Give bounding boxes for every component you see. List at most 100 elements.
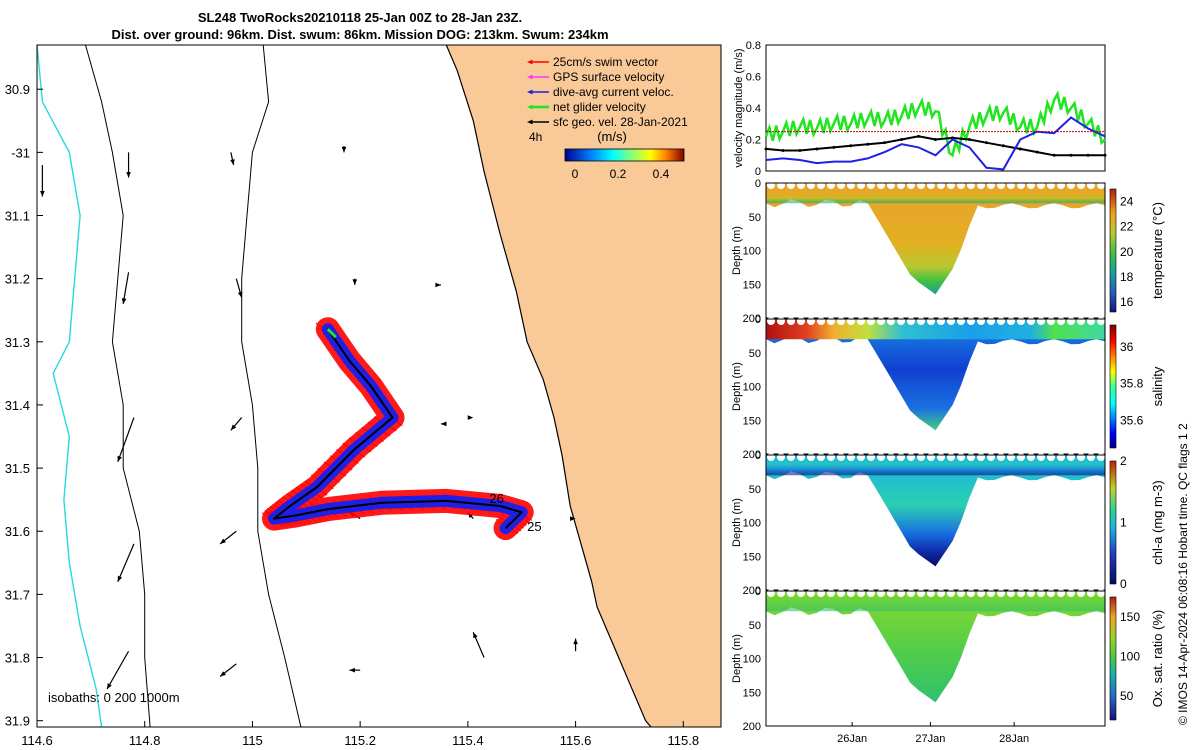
velocity-point	[832, 145, 836, 149]
scallop	[987, 317, 995, 325]
scallop	[907, 589, 915, 597]
scallop	[1087, 453, 1095, 461]
velocity-ytick-4: 0.8	[746, 40, 761, 52]
profile-field-3	[766, 591, 1105, 703]
scallop	[997, 453, 1005, 461]
scallop	[787, 181, 795, 189]
colorbar-tick-0-1: 18	[1120, 270, 1134, 284]
scallop	[867, 181, 875, 189]
scallop	[877, 589, 885, 597]
scallop	[1097, 317, 1105, 325]
scallop	[787, 317, 795, 325]
scallop	[807, 453, 815, 461]
velocity-point	[1086, 153, 1090, 157]
velocity-ytick-0: 0	[755, 166, 761, 178]
scallop	[837, 589, 845, 597]
scallop	[1067, 589, 1075, 597]
scallop	[867, 589, 875, 597]
scallop	[1057, 181, 1065, 189]
depth-tick-0-4: 200	[743, 313, 761, 325]
geo-vector-head-17	[570, 516, 576, 521]
depth-ylabel-2: Depth (m)	[731, 498, 743, 547]
scallop	[987, 453, 995, 461]
scallop	[917, 453, 925, 461]
chart-title-line1: SL248 TwoRocks20210118 25-Jan 00Z to 28-…	[197, 10, 523, 25]
scallop	[1077, 317, 1085, 325]
scallop	[1097, 589, 1105, 597]
scallop	[777, 181, 785, 189]
scallop	[977, 317, 985, 325]
legend-arrow-3	[527, 104, 533, 110]
scallop	[897, 317, 905, 325]
scallop	[1047, 317, 1055, 325]
colorbar-tick-2-2: 2	[1120, 454, 1127, 468]
scallop	[1057, 317, 1065, 325]
scallop	[1027, 181, 1035, 189]
scallop	[797, 317, 805, 325]
velocity-point	[967, 138, 971, 141]
scallop	[797, 453, 805, 461]
depth-tick-2-3: 150	[743, 551, 761, 563]
y-tick-label-3: 31.2	[5, 272, 30, 287]
y-tick-label-6: 31.5	[5, 461, 30, 476]
scallop	[837, 317, 845, 325]
scallop	[1027, 453, 1035, 461]
velocity-ytick-2: 0.4	[746, 103, 761, 115]
date-tick-label-2: 28Jan	[999, 733, 1029, 745]
scallop	[927, 181, 935, 189]
scallop	[1047, 453, 1055, 461]
scallop	[857, 317, 865, 325]
isobath-1000m	[85, 45, 151, 727]
glider-track	[273, 328, 523, 529]
geo-vector-head-6	[352, 279, 358, 285]
depth-tick-3-3: 150	[743, 687, 761, 699]
scallop	[817, 181, 825, 189]
y-tick-label-1: -31	[11, 145, 30, 160]
velocity-point	[1052, 153, 1056, 157]
y-tick-label-7: 31.6	[5, 524, 30, 539]
scallop	[1017, 589, 1025, 597]
scallop	[907, 317, 915, 325]
scallop	[907, 181, 915, 189]
geo-vector-head-0	[40, 191, 45, 197]
scallop	[897, 589, 905, 597]
scallop	[787, 453, 795, 461]
velocity-colorbar	[564, 148, 685, 162]
scallop	[857, 181, 865, 189]
geo-vector-head-10	[230, 424, 237, 431]
depth-tick-3-2: 100	[743, 654, 761, 666]
colorbar-tick-0-2: 20	[1120, 245, 1134, 259]
depth-tick-0-0: 0	[755, 178, 761, 190]
colorbar-tick-1-2: 36	[1120, 340, 1134, 354]
velocity-series-2	[765, 116, 1106, 171]
x-tick-label-3: 115.2	[344, 733, 376, 748]
coastline	[445, 45, 652, 727]
scallop	[777, 453, 785, 461]
velocity-point	[1035, 150, 1039, 154]
velocity-ylabel: velocity magnitude (m/s)	[733, 48, 745, 167]
colorbar-tick-2-0: 0	[1120, 577, 1127, 591]
velocity-point	[917, 134, 921, 138]
colorbar-tick-1: 0.2	[610, 167, 627, 181]
geo-vector-head-8	[29, 431, 34, 437]
scallop	[1017, 317, 1025, 325]
scallop	[837, 453, 845, 461]
scallop	[797, 589, 805, 597]
velocity-point	[950, 136, 954, 140]
scallop	[917, 589, 925, 597]
y-tick-label-9: 31.8	[5, 651, 30, 666]
date-tick-label-0: 26Jan	[837, 733, 867, 745]
velocity-point	[815, 147, 819, 151]
scallop	[1027, 317, 1035, 325]
scallop	[1017, 181, 1025, 189]
scallop	[1047, 589, 1055, 597]
colorbar-tick-0: 0	[572, 167, 579, 181]
scallop	[797, 181, 805, 189]
geo-vector-head-9	[117, 455, 122, 462]
scallop	[1007, 317, 1015, 325]
colorbar-2	[1109, 460, 1117, 585]
scallop	[977, 181, 985, 189]
scallop	[1037, 317, 1045, 325]
